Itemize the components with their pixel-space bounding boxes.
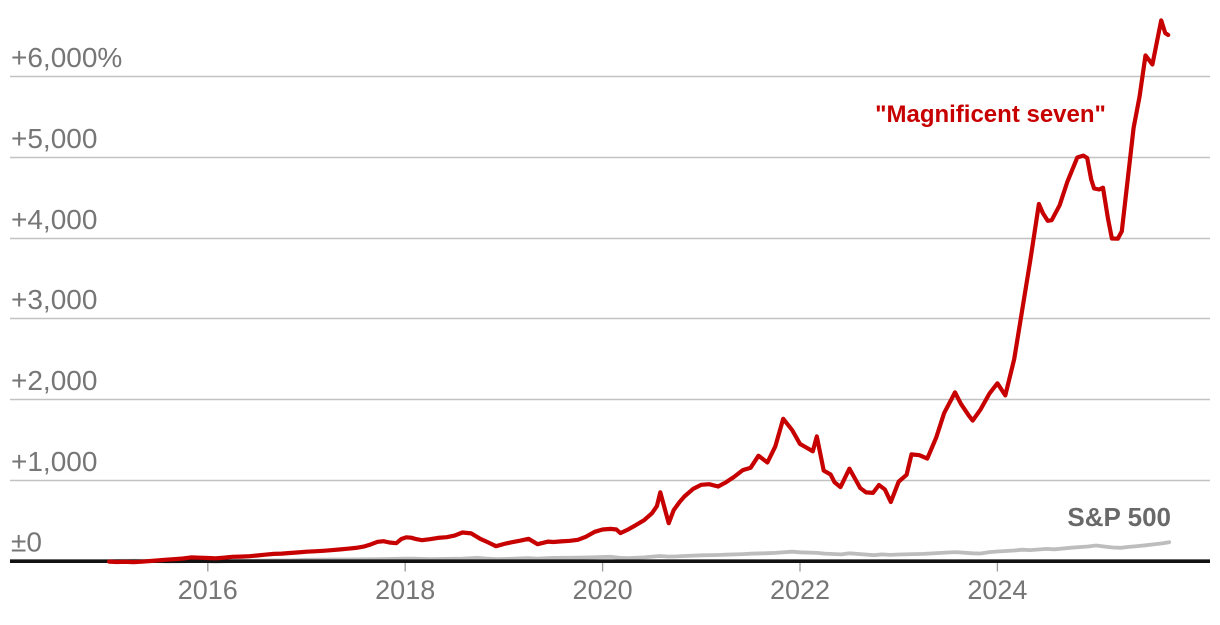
svg-text:2024: 2024 bbox=[967, 575, 1027, 605]
svg-text:+3,000: +3,000 bbox=[11, 284, 97, 315]
svg-text:+2,000: +2,000 bbox=[11, 365, 97, 396]
svg-text:"Magnificent seven": "Magnificent seven" bbox=[875, 101, 1106, 128]
svg-text:2022: 2022 bbox=[770, 575, 830, 605]
svg-text:+4,000: +4,000 bbox=[11, 204, 97, 235]
svg-text:2020: 2020 bbox=[573, 575, 633, 605]
svg-text:+6,000%: +6,000% bbox=[11, 42, 122, 73]
svg-text:±0: ±0 bbox=[11, 527, 42, 558]
svg-text:2018: 2018 bbox=[375, 575, 435, 605]
svg-text:S&P 500: S&P 500 bbox=[1067, 502, 1171, 532]
svg-text:2016: 2016 bbox=[178, 575, 238, 605]
svg-text:+5,000: +5,000 bbox=[11, 123, 97, 154]
svg-text:+1,000: +1,000 bbox=[11, 446, 97, 477]
